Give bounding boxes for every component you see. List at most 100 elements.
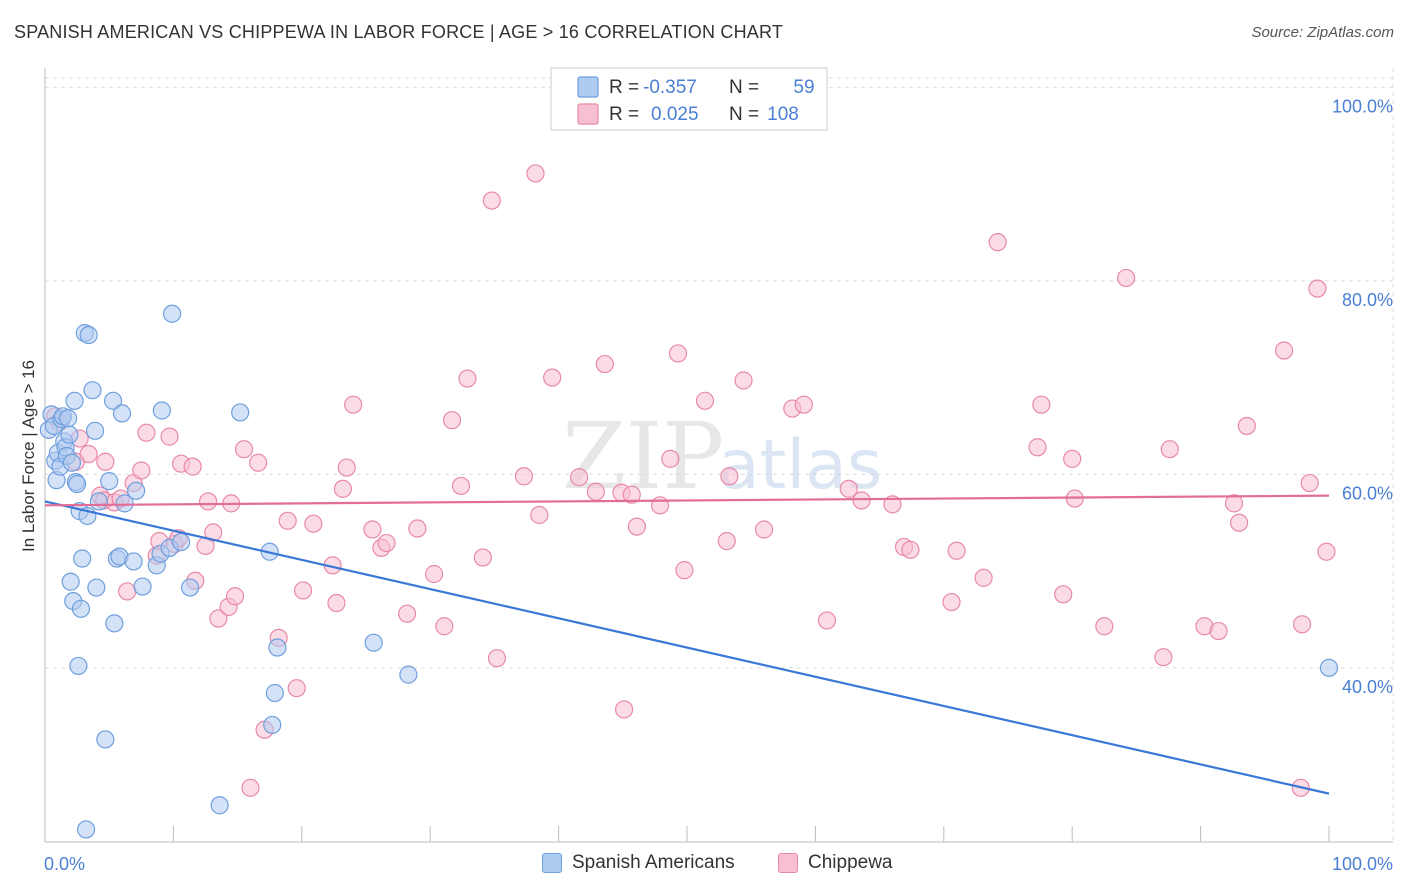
chippewa-point <box>241 778 260 797</box>
chippewa-point <box>160 427 179 446</box>
legend-top-swatch-pink <box>577 103 599 125</box>
spanish-american-point <box>231 403 250 422</box>
chippewa-point <box>451 476 471 496</box>
chippewa-point <box>293 581 313 600</box>
chippewa-point <box>377 533 396 553</box>
legend-label-spanish-americans: Spanish Americans <box>572 852 735 873</box>
chippewa-point <box>595 354 614 374</box>
chippewa-point <box>435 617 454 636</box>
chippewa-point <box>424 564 444 584</box>
spanish-american-point <box>364 633 383 652</box>
spanish-american-point <box>62 453 82 472</box>
spanish-american-point <box>76 820 96 839</box>
chippewa-point <box>278 511 297 530</box>
chippewa-point <box>333 479 352 498</box>
legend-top: R = -0.357 N = 59 R = 0.025 N = 108 <box>550 67 828 131</box>
legend-label-chippewa: Chippewa <box>808 852 893 873</box>
chippewa-point <box>543 368 562 387</box>
chippewa-point <box>1063 449 1082 468</box>
chippewa-point <box>901 540 920 559</box>
chippewa-point <box>942 592 961 612</box>
chippewa-point <box>852 491 871 510</box>
watermark: ZIP atlas <box>562 403 882 510</box>
chippewa-point <box>754 520 774 539</box>
spanish-american-point <box>133 577 152 596</box>
chippewa-point <box>1224 494 1244 513</box>
chippewa-point <box>1209 621 1228 641</box>
chippewa-point <box>794 395 813 414</box>
chippewa-point <box>337 458 356 477</box>
chippewa-point <box>526 164 545 183</box>
y-tick-label: 60.0% <box>1342 483 1393 503</box>
y-tick-label: 80.0% <box>1342 290 1393 310</box>
x-tick-label-max: 100.0% <box>1332 854 1393 874</box>
chippewa-point <box>1054 585 1073 604</box>
chippewa-point <box>473 548 492 567</box>
chippewa-point <box>458 369 477 388</box>
chippewa-point <box>1300 473 1319 493</box>
chippewa-point <box>974 568 993 587</box>
chippewa-trendline <box>44 494 1330 507</box>
spanish-american-point <box>69 656 88 676</box>
chippewa-point <box>1317 542 1336 561</box>
spanish-american-point <box>79 325 98 345</box>
chippewa-point <box>225 587 245 606</box>
legend-item-chippewa[interactable]: Chippewa <box>778 852 893 874</box>
chippewa-point <box>622 485 641 504</box>
spanish-american-point <box>263 715 282 735</box>
spanish-american-point <box>180 578 200 597</box>
chippewa-point <box>1230 513 1249 532</box>
chippewa-point <box>487 649 507 668</box>
spanish-american-point <box>60 425 79 444</box>
chippewa-point <box>586 482 605 501</box>
chippewa-point <box>1274 341 1294 360</box>
chippewa-point <box>675 561 694 580</box>
chippewa-point <box>734 371 753 390</box>
spanish-american-point <box>210 796 229 815</box>
legend-bottom: Spanish Americans Chippewa <box>0 850 1406 880</box>
spanish-american-point <box>85 421 105 440</box>
spanish-american-point <box>100 472 119 491</box>
chippewa-point <box>988 233 1007 252</box>
y-axis-label: In Labor Force | Age > 16 <box>19 360 38 552</box>
source-credit: Source: ZipAtlas.com <box>1251 24 1394 41</box>
watermark-zip: ZIP <box>562 403 724 510</box>
chippewa-point <box>883 495 902 514</box>
legend-top-n-label-2: N = <box>729 104 759 125</box>
chippewa-point <box>650 496 670 515</box>
spanish-american-point <box>265 683 284 703</box>
spanish-american-point <box>73 549 92 568</box>
chippewa-point <box>695 391 715 410</box>
chippewa-point <box>287 679 306 698</box>
chippewa-point <box>817 611 837 630</box>
chippewa-point <box>482 191 501 210</box>
spanish-american-point <box>65 391 84 410</box>
chippewa-point <box>183 457 202 476</box>
legend-top-r-label-2: R = <box>609 104 639 125</box>
spanish-american-point <box>127 481 146 500</box>
chippewa-point <box>1154 648 1173 667</box>
legend-item-spanish-americans[interactable]: Spanish Americans <box>542 852 735 874</box>
chippewa-point <box>408 519 427 538</box>
chippewa-point <box>1032 395 1051 414</box>
spanish-american-point <box>172 532 191 552</box>
spanish-american-point <box>87 578 106 597</box>
points-layer <box>39 164 1339 839</box>
spanish-american-point <box>105 614 124 633</box>
chippewa-point <box>1117 268 1136 288</box>
spanish-american-point <box>115 494 134 513</box>
axis-layer: 40.0% 60.0% 80.0% 100.0% 0.0% 100.0% <box>44 68 1393 874</box>
chippewa-point <box>570 468 589 487</box>
spanish-american-point <box>152 401 171 420</box>
chippewa-point <box>627 517 647 536</box>
legend-swatch-pink <box>778 853 798 873</box>
chippewa-point <box>1292 615 1312 634</box>
spanish-american-point <box>96 730 115 749</box>
chippewa-point <box>397 604 417 623</box>
chippewa-point <box>198 492 218 511</box>
chippewa-point <box>661 449 680 468</box>
chippewa-point <box>1308 279 1327 298</box>
chippewa-point <box>1237 416 1256 436</box>
legend-top-n-label-1: N = <box>729 77 759 98</box>
